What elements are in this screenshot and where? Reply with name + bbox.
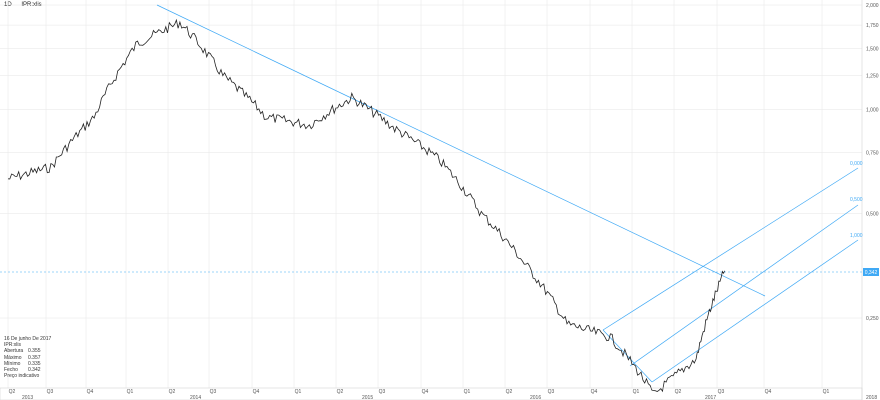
y-tick-label: 1,750 bbox=[866, 23, 879, 29]
x-quarter-label: Q4 bbox=[422, 389, 429, 395]
fib-channel-0 bbox=[602, 167, 859, 331]
x-quarter-label: Q1 bbox=[823, 389, 830, 395]
fib-label-0: 0,000 bbox=[850, 161, 863, 167]
x-quarter-label: Q2 bbox=[506, 389, 513, 395]
last-price-label: 0,342 bbox=[865, 270, 878, 276]
chart-grid bbox=[0, 0, 862, 388]
x-quarter-label: Q1 bbox=[295, 389, 302, 395]
x-quarter-label: Q3 bbox=[47, 389, 54, 395]
x-quarter-label: Q4 bbox=[765, 389, 772, 395]
info-row-low: Mínimo 0.335 bbox=[4, 360, 41, 367]
x-quarter-label: Q4 bbox=[87, 389, 94, 395]
x-quarter-label: Q3 bbox=[548, 389, 555, 395]
y-tick-label: 0,750 bbox=[866, 151, 879, 157]
y-tick-label: 0,500 bbox=[866, 212, 879, 218]
price-series-line bbox=[7, 18, 726, 393]
x-year-label: 2016 bbox=[530, 395, 541, 400]
downtrend-line bbox=[156, 4, 766, 297]
x-quarter-label: Q4 bbox=[591, 389, 598, 395]
ohlc-panel: 16 De junho De 2017 IPR:xlis Abertura 0.3… bbox=[4, 336, 51, 379]
last-price-marker: 0,342 bbox=[0, 268, 879, 276]
price-line bbox=[7, 18, 726, 393]
y-tick-label: 1,500 bbox=[866, 46, 879, 52]
x-quarter-label: Q1 bbox=[464, 389, 471, 395]
info-row-open: Abertura 0.355 bbox=[4, 348, 41, 355]
x-year-label: 2014 bbox=[190, 395, 201, 400]
x-quarter-label: Q2 bbox=[675, 389, 682, 395]
fib-channel-1000 bbox=[651, 239, 859, 383]
y-tick-label: 2,000 bbox=[866, 3, 879, 9]
trend-lines bbox=[156, 4, 859, 383]
info-row-high: Máximo 0.357 bbox=[4, 354, 41, 361]
x-quarter-label: Q2 bbox=[169, 389, 176, 395]
info-row-close: Fecho 0.342 bbox=[4, 367, 41, 374]
info-note: Preço indicativo bbox=[4, 373, 40, 380]
x-year-label: 2018 bbox=[866, 395, 877, 400]
x-quarter-label: Q3 bbox=[718, 389, 725, 395]
x-quarter-label: Q2 bbox=[9, 389, 16, 395]
x-quarter-label: Q2 bbox=[337, 389, 344, 395]
x-quarter-label: Q3 bbox=[379, 389, 386, 395]
info-date: 16 De junho De 2017 bbox=[4, 336, 52, 342]
x-quarter-label: Q3 bbox=[210, 389, 217, 395]
y-axis: 2,000 1,750 1,500 1,250 1,000 0,750 0,500 0,250 bbox=[866, 3, 879, 322]
fib-label-500: 0,500 bbox=[850, 197, 863, 203]
y-tick-label: 0,250 bbox=[866, 316, 879, 322]
fib-label-1000: 1,000 bbox=[850, 233, 863, 239]
info-symbol: IPR:xlis bbox=[4, 342, 21, 349]
x-year-label: 2017 bbox=[705, 395, 716, 400]
fib-channel-500 bbox=[629, 204, 859, 367]
x-year-label: 2015 bbox=[362, 395, 373, 400]
x-axis: Q2 Q3 Q4 Q1 Q2 Q3 Q4 Q1 Q2 Q3 Q4 Q1 Q2 Q3 Q4 Q1 Q2 Q3 Q4 Q1… bbox=[9, 389, 878, 400]
x-quarter-label: Q4 bbox=[253, 389, 260, 395]
y-tick-label: 1,000 bbox=[866, 107, 879, 113]
x-year-label: 2013 bbox=[22, 395, 33, 400]
x-quarter-label: Q1 bbox=[127, 389, 134, 395]
x-quarter-label: Q1 bbox=[633, 389, 640, 395]
y-tick-label: 1,250 bbox=[866, 74, 879, 80]
